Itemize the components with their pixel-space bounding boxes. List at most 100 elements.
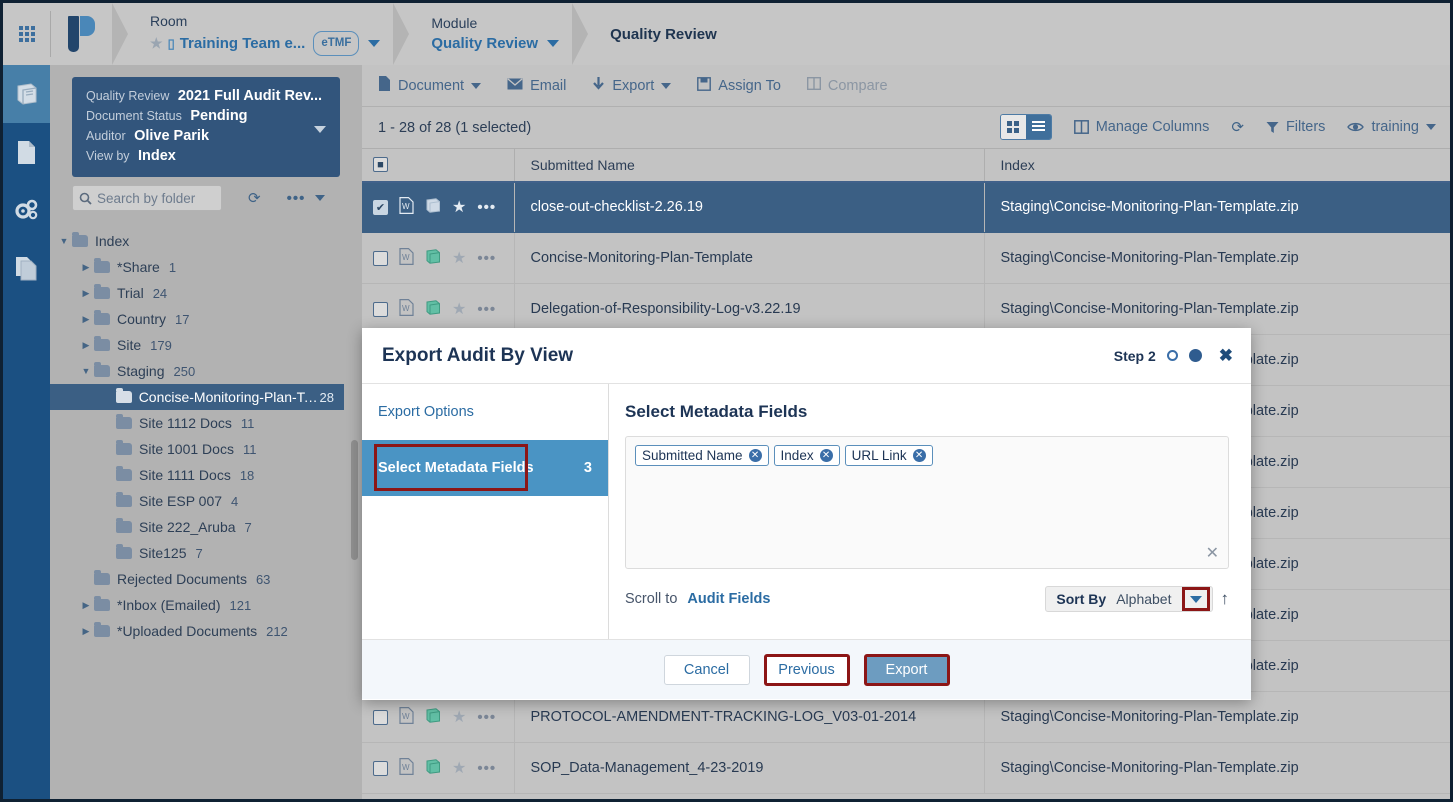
- search-input[interactable]: [97, 190, 209, 206]
- rail-item-documents-copy[interactable]: [3, 239, 50, 297]
- field-chip[interactable]: URL Link ✕: [844, 445, 933, 466]
- star-icon[interactable]: ★: [452, 709, 467, 726]
- list-view-icon[interactable]: [1025, 115, 1051, 139]
- field-chip[interactable]: Submitted Name ✕: [635, 445, 769, 466]
- chevron-down-icon[interactable]: [314, 126, 326, 133]
- view-mode-toggle[interactable]: [999, 114, 1052, 140]
- row-more-icon[interactable]: •••: [477, 198, 497, 216]
- close-icon[interactable]: ✖: [1218, 345, 1233, 365]
- word-document-icon[interactable]: W: [399, 706, 414, 728]
- sort-ascending-icon[interactable]: ↑: [1220, 589, 1230, 608]
- tree-node[interactable]: ▶ *Share 1: [50, 254, 362, 280]
- tree-node[interactable]: Site 1001 Docs 11: [50, 436, 362, 462]
- row-checkbox[interactable]: [373, 250, 388, 266]
- star-icon[interactable]: ★: [150, 35, 163, 51]
- column-index-header[interactable]: Index: [983, 148, 1450, 183]
- clear-icon[interactable]: ✕: [1205, 545, 1219, 562]
- training-view-selector[interactable]: training: [1347, 119, 1436, 135]
- sidebar-scrollbar[interactable]: [351, 440, 358, 560]
- scroll-to-target-link[interactable]: Audit Fields: [687, 591, 771, 607]
- ellipsis-icon[interactable]: •••: [286, 189, 306, 207]
- tree-node[interactable]: Rejected Documents 63: [50, 566, 362, 592]
- toolbar-email-button[interactable]: Email: [507, 78, 566, 94]
- column-submitted-name-header[interactable]: Submitted Name: [513, 148, 984, 183]
- table-row[interactable]: W ★ ••• Delegation-of-Responsibility-Log-v3…: [362, 283, 1450, 335]
- tree-twisty-icon[interactable]: ▶: [82, 339, 90, 350]
- row-more-icon[interactable]: •••: [477, 759, 497, 777]
- binder-icon[interactable]: [425, 299, 441, 319]
- remove-chip-icon[interactable]: ✕: [748, 449, 762, 462]
- breadcrumb-module[interactable]: Module Quality Review: [409, 3, 573, 65]
- sort-by-select[interactable]: Sort By Alphabet: [1045, 586, 1213, 612]
- binder-icon[interactable]: [425, 758, 441, 778]
- table-row[interactable]: W ★ ••• Concise-Monitoring-Plan-Template Sta…: [362, 232, 1450, 284]
- word-document-icon[interactable]: W: [399, 196, 414, 218]
- chevron-down-icon[interactable]: [315, 195, 326, 201]
- export-button[interactable]: Export: [863, 653, 950, 686]
- row-checkbox[interactable]: [373, 709, 388, 725]
- tree-twisty-icon[interactable]: ▶: [82, 599, 90, 610]
- tree-node[interactable]: Site 222_Aruba 7: [50, 514, 362, 540]
- filters-button[interactable]: Filters: [1266, 119, 1325, 135]
- step-dot-1[interactable]: [1166, 350, 1178, 361]
- toolbar-compare-button[interactable]: Compare: [806, 76, 888, 94]
- refresh-icon[interactable]: ⟳: [1231, 119, 1244, 136]
- table-row[interactable]: W ★ ••• PROTOCOL-AMENDMENT-TRACKING-LOG_V03…: [362, 691, 1450, 743]
- cancel-button[interactable]: Cancel: [663, 654, 750, 685]
- tree-twisty-icon[interactable]: ▶: [82, 625, 90, 636]
- row-checkbox[interactable]: [373, 301, 388, 317]
- select-all-checkbox[interactable]: ■: [373, 157, 388, 173]
- row-checkbox[interactable]: ✔: [373, 199, 388, 215]
- toolbar-export-button[interactable]: Export: [592, 76, 672, 95]
- word-document-icon[interactable]: W: [399, 757, 414, 779]
- modal-nav-export-options[interactable]: Export Options: [362, 384, 608, 440]
- row-more-icon[interactable]: •••: [477, 300, 497, 318]
- field-chip[interactable]: Index ✕: [773, 445, 840, 466]
- refresh-icon[interactable]: ⟳: [248, 190, 261, 207]
- tree-node[interactable]: Site 1112 Docs 11: [50, 410, 362, 436]
- table-row[interactable]: ✔ W ★ ••• close-out-checklist-2.26.19 Staging…: [362, 181, 1450, 233]
- row-checkbox[interactable]: [373, 760, 388, 776]
- toolbar-document-button[interactable]: Document: [378, 76, 482, 95]
- tree-node[interactable]: ▶ Country 17: [50, 306, 362, 332]
- binder-icon[interactable]: [425, 198, 441, 217]
- tree-twisty-icon[interactable]: ▶: [82, 261, 90, 272]
- row-more-icon[interactable]: •••: [477, 708, 497, 726]
- sort-dropdown-arrow[interactable]: [1181, 587, 1210, 611]
- star-icon[interactable]: ★: [452, 199, 467, 217]
- module-value-row[interactable]: Quality Review: [431, 33, 560, 54]
- tree-twisty-icon[interactable]: ▶: [82, 287, 90, 298]
- binder-icon[interactable]: [425, 707, 441, 727]
- breadcrumb-room[interactable]: Room ★ ▯ Training Team e... eTMF: [128, 3, 394, 65]
- tree-node[interactable]: ▼ Index: [50, 228, 362, 254]
- tree-node[interactable]: ▶ Trial 24: [50, 280, 362, 306]
- chevron-down-icon[interactable]: [471, 82, 482, 89]
- chevron-down-icon[interactable]: [368, 40, 381, 47]
- binder-icon[interactable]: [425, 248, 441, 268]
- tree-node[interactable]: Site 1111 Docs 18: [50, 462, 362, 488]
- tree-node[interactable]: ▶ *Inbox (Emailed) 121: [50, 592, 362, 618]
- rail-item-document[interactable]: [3, 123, 50, 181]
- tree-node[interactable]: ▼ Staging 250: [50, 358, 362, 384]
- tree-node[interactable]: Concise-Monitoring-Plan-Te... 28: [50, 384, 344, 410]
- word-document-icon[interactable]: W: [399, 247, 414, 269]
- tree-node[interactable]: ▶ *Uploaded Documents 212: [50, 618, 362, 644]
- modal-nav-select-metadata-fields[interactable]: Select Metadata Fields 3: [362, 440, 608, 496]
- remove-chip-icon[interactable]: ✕: [819, 449, 833, 462]
- toolbar-assign-to-button[interactable]: Assign To: [697, 76, 781, 95]
- previous-button[interactable]: Previous: [763, 653, 850, 686]
- step-dot-2[interactable]: [1188, 349, 1202, 362]
- star-icon[interactable]: ★: [452, 760, 467, 777]
- rail-item-settings[interactable]: [3, 181, 50, 239]
- manage-columns-button[interactable]: Manage Columns: [1073, 119, 1209, 135]
- word-document-icon[interactable]: W: [399, 298, 414, 320]
- star-icon[interactable]: ★: [452, 250, 467, 267]
- tree-node[interactable]: Site125 7: [50, 540, 362, 566]
- star-icon[interactable]: ★: [452, 301, 467, 318]
- table-row[interactable]: W ★ ••• SOP_Data-Management_4-23-2019 Stagin…: [362, 742, 1450, 794]
- chevron-down-icon[interactable]: [1426, 124, 1436, 130]
- selected-fields-box[interactable]: Submitted Name ✕ Index ✕ URL Link ✕ ✕: [625, 436, 1229, 569]
- apps-grid-icon[interactable]: [3, 3, 50, 65]
- tree-twisty-icon[interactable]: ▼: [81, 366, 91, 376]
- tree-twisty-icon[interactable]: ▶: [82, 313, 90, 324]
